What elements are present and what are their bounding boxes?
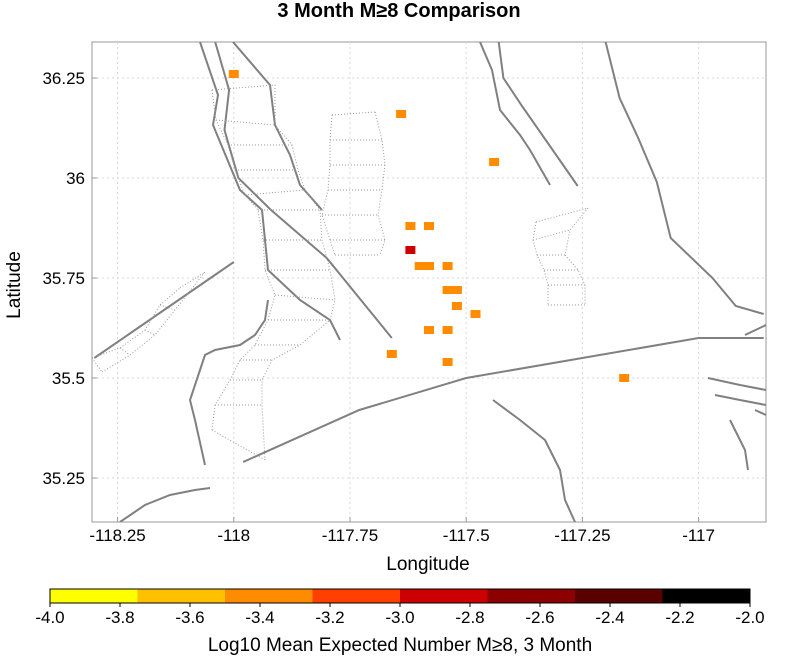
y-tick-label: 36.25 <box>42 69 85 88</box>
colorbar-tick-label: -2.6 <box>525 608 554 627</box>
y-tick-label: 36 <box>66 169 85 188</box>
forecast-cell-8 <box>442 262 453 270</box>
data-points <box>228 70 630 382</box>
fault-strand-7 <box>729 419 749 471</box>
zone-a-hatch <box>274 294 336 301</box>
colorbar-tick-label: -2.4 <box>595 608 624 627</box>
colorbar-bin-4 <box>400 589 488 603</box>
x-tick-label: -117.75 <box>322 526 378 545</box>
forecast-cell-3 <box>405 222 416 230</box>
colorbar-bin-0 <box>50 589 138 603</box>
fault-lines <box>92 42 766 522</box>
fault-strand-4 <box>492 399 576 522</box>
x-tick-label: -118 <box>217 526 250 545</box>
x-tick-label: -117.5 <box>443 526 490 545</box>
x-tick-label: -118.25 <box>89 526 145 545</box>
colorbar-tick-label: -3.8 <box>105 608 134 627</box>
grid <box>92 42 766 522</box>
forecast-cell-17 <box>619 374 630 382</box>
colorbar-tick-label: -2.8 <box>455 608 484 627</box>
y-tick-label: 35.75 <box>42 269 85 288</box>
forecast-cell-5 <box>405 246 416 254</box>
fault-strand-9 <box>119 487 211 522</box>
y-tick-labels: 35.25 35.5 35.75 36 36.25 <box>42 69 97 488</box>
plot-area: -118.25 -118 -117.75 -117.5 -117.25 -117 35.2… <box>42 41 767 545</box>
x-tick-label: -117 <box>682 526 715 545</box>
zone-a-edge-right <box>261 85 336 461</box>
colorbar-tick-label: -3.4 <box>245 608 274 627</box>
colorbar-tick-label: -2.0 <box>735 608 764 627</box>
y-tick-label: 35.5 <box>52 369 85 388</box>
plot-frame <box>91 41 767 523</box>
fault-strand-5 <box>707 377 766 391</box>
forecast-cell-1 <box>396 110 407 118</box>
zone-d-hatch <box>119 347 131 356</box>
fault-trace-4 <box>604 42 764 315</box>
fault-strand-3 <box>479 42 551 186</box>
x-tick-label: -117.25 <box>554 526 610 545</box>
x-axis-label: Longitude <box>386 554 469 575</box>
x-tick-labels: -118.25 -118 -117.75 -117.5 -117.25 -117 <box>89 517 715 545</box>
chart-title: 3 Month M≥8 Comparison <box>277 0 520 22</box>
zone-a-edge-left <box>211 89 276 431</box>
y-tick-label: 35.25 <box>42 469 85 488</box>
y-axis-label: Latitude <box>4 251 25 319</box>
zone-d-edge-right <box>101 271 206 373</box>
zone-a-hatch <box>211 429 266 461</box>
zone-c-edge-left <box>532 221 549 305</box>
colorbar-bin-7 <box>662 589 750 603</box>
fault-strand-2 <box>188 299 269 466</box>
zone-b-hatch <box>331 111 376 116</box>
colorbar <box>49 588 751 604</box>
forecast-cell-7 <box>424 262 434 270</box>
zone-d-hatch <box>144 329 156 336</box>
forecast-cell-6 <box>414 262 425 270</box>
forecast-cell-15 <box>386 350 397 358</box>
colorbar-tick-label: -3.6 <box>175 608 204 627</box>
forecast-cell-13 <box>424 326 434 334</box>
fault-trace-3 <box>497 42 579 187</box>
colorbar-tick-label: -2.2 <box>665 608 694 627</box>
zone-c-hatch <box>532 229 571 241</box>
fault-strand-1 <box>232 42 323 211</box>
colorbar-tick-label: -3.2 <box>315 608 344 627</box>
colorbar-bin-2 <box>225 589 313 603</box>
forecast-cell-2 <box>489 158 500 166</box>
zone-c-edge-right <box>564 207 589 305</box>
forecast-cell-14 <box>442 326 453 334</box>
forecast-cell-9 <box>442 286 453 294</box>
forecast-cell-12 <box>470 310 481 318</box>
colorbar-tick-labels: -4.0 -3.8 -3.6 -3.4 -3.2 -3.0 -2.8 -2.6 -2.4 -2.2… <box>35 603 765 627</box>
forecast-cell-0 <box>228 70 239 78</box>
forecast-cell-11 <box>451 302 462 310</box>
fault-trace-2 <box>242 337 764 463</box>
forecast-cell-10 <box>451 286 462 294</box>
colorbar-bin-3 <box>312 589 400 603</box>
colorbar-bin-6 <box>575 589 663 603</box>
fault-trace-0 <box>93 261 235 359</box>
zone-d-hatch <box>179 271 206 289</box>
colorbar-tick-label: -4.0 <box>35 608 64 627</box>
fault-strand-8 <box>754 409 766 416</box>
colorbar-tick-label: -3.0 <box>385 608 414 627</box>
forecast-cell-16 <box>442 358 453 366</box>
fault-strand-10 <box>744 324 766 336</box>
fault-strand-6 <box>714 394 766 406</box>
colorbar-label: Log10 Mean Expected Number M≥8, 3 Month <box>208 635 592 656</box>
zone-a-hatch <box>244 189 306 196</box>
zone-a-hatch <box>215 119 276 126</box>
colorbar-bin-1 <box>137 589 225 603</box>
forecast-cell-4 <box>424 222 434 230</box>
colorbar-bin-5 <box>487 589 575 603</box>
